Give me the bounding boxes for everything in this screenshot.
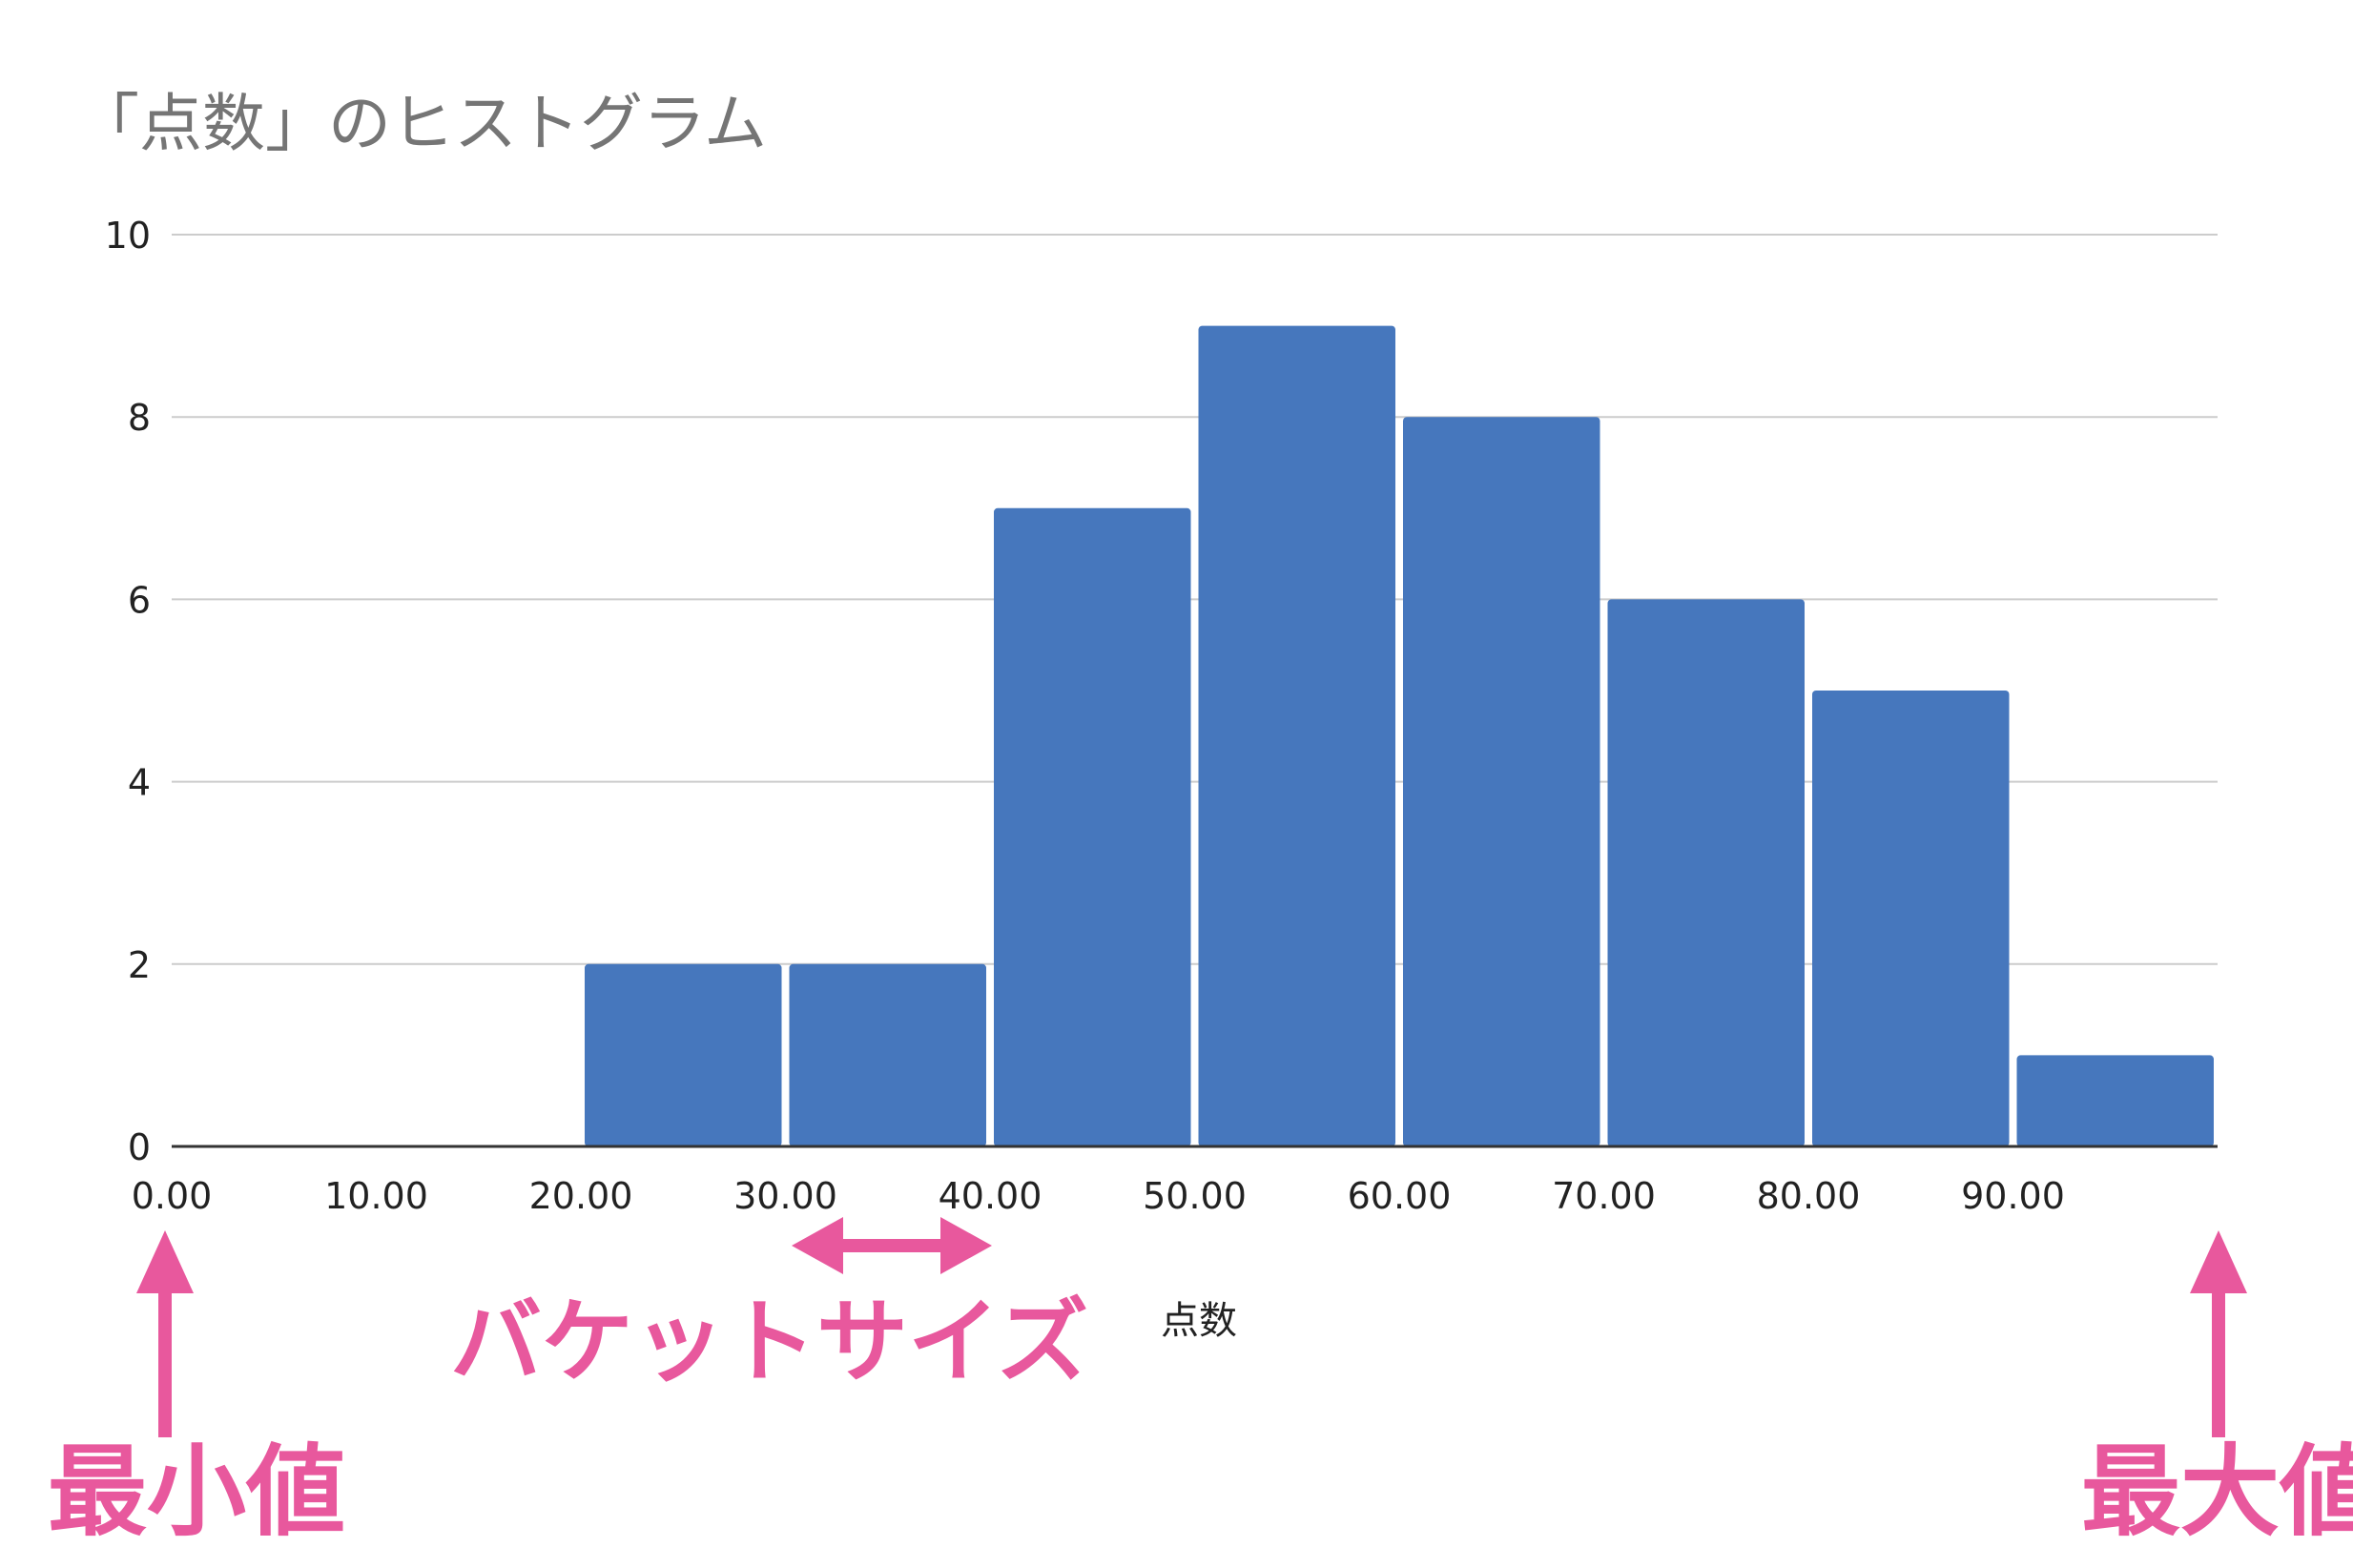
max-value-label: 最大値 — [2081, 1434, 2353, 1550]
min-arrow-head — [136, 1230, 194, 1293]
histogram-bar — [789, 963, 986, 1146]
y-tick-label: 8 — [128, 397, 151, 439]
x-tick-label: 30.00 — [733, 1175, 837, 1217]
bucket-arrow-head-left — [792, 1217, 843, 1274]
bucket-size-label: バケットサイズ — [450, 1289, 1088, 1395]
x-tick-label: 80.00 — [1757, 1175, 1861, 1217]
x-tick-label: 40.00 — [939, 1175, 1042, 1217]
bucket-size-double-arrow — [792, 1217, 992, 1274]
max-value-annotation: 最大値 — [2081, 1230, 2353, 1550]
x-axis-title: 点数 — [1161, 1299, 1237, 1343]
y-tick-label: 10 — [105, 215, 151, 257]
max-value-arrow — [2190, 1230, 2247, 1437]
histogram-bar — [585, 963, 782, 1146]
y-tick-label: 2 — [128, 944, 151, 986]
min-value-annotation: 最小値 — [48, 1230, 345, 1550]
x-tick-label: 60.00 — [1348, 1175, 1452, 1217]
x-tick-label: 90.00 — [1961, 1175, 2065, 1217]
histogram-bar — [1403, 417, 1600, 1146]
histogram-bar — [994, 507, 1191, 1146]
x-tick-label: 10.00 — [324, 1175, 428, 1217]
max-arrow-head — [2190, 1230, 2247, 1293]
bucket-arrow-head-right — [940, 1217, 992, 1274]
bucket-size-annotation: バケットサイズ — [450, 1217, 1088, 1395]
histogram-bar — [1198, 325, 1395, 1147]
histogram-bar — [2016, 1055, 2214, 1146]
histogram-bar — [1812, 691, 2010, 1146]
y-tick-label: 0 — [128, 1126, 151, 1168]
y-tick-label: 4 — [128, 762, 151, 804]
x-axis-ticks: 0.00 10.00 20.00 30.00 40.00 50.00 60.00 70.00 8… — [132, 1175, 2065, 1217]
bars — [585, 325, 2214, 1147]
chart-title: 「点数」のヒストグラム — [76, 87, 767, 160]
min-value-label: 最小値 — [48, 1434, 345, 1550]
min-value-arrow — [136, 1230, 194, 1437]
y-axis-ticks: 0 2 4 6 8 10 — [105, 215, 151, 1168]
x-tick-label: 0.00 — [132, 1175, 213, 1217]
x-tick-label: 50.00 — [1143, 1175, 1247, 1217]
x-tick-label: 20.00 — [529, 1175, 633, 1217]
histogram-bar — [1607, 599, 1805, 1146]
y-tick-label: 6 — [128, 579, 151, 621]
x-tick-label: 70.00 — [1552, 1175, 1656, 1217]
